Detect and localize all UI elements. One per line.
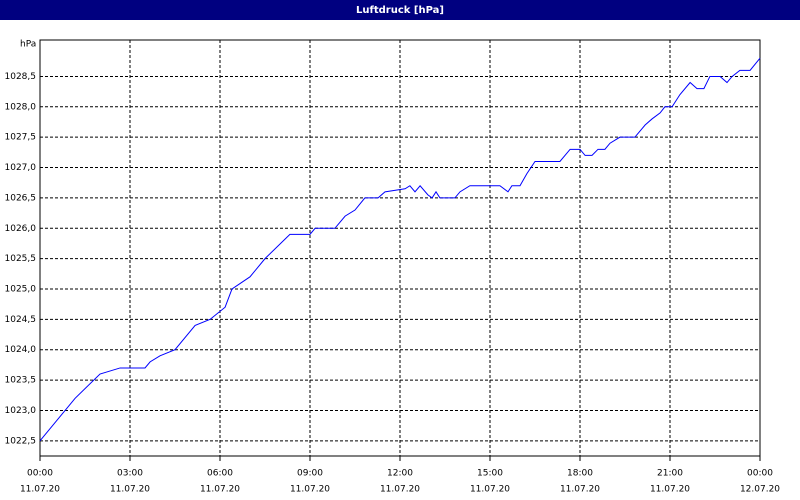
x-tick-date: 11.07.20	[110, 485, 150, 495]
x-tick-label: 03:00	[117, 469, 143, 479]
x-tick-label: 09:00	[297, 469, 323, 479]
x-tick-label: 12:00	[387, 469, 413, 479]
y-tick-label: 1024,5	[5, 315, 37, 325]
y-tick-label: 1028,5	[5, 72, 37, 82]
chart-title: Luftdruck [hPa]	[356, 5, 444, 16]
x-tick-date: 11.07.20	[560, 485, 600, 495]
x-tick-date: 12.07.20	[740, 485, 780, 495]
x-tick-date: 11.07.20	[380, 485, 420, 495]
y-tick-label: 1023,5	[5, 376, 37, 386]
x-tick-date: 11.07.20	[470, 485, 510, 495]
y-tick-label: 1028,0	[5, 102, 37, 112]
y-unit: hPa	[20, 40, 36, 50]
x-tick-label: 00:00	[747, 469, 773, 479]
y-tick-label: 1026,5	[5, 193, 37, 203]
y-tick-label: 1024,0	[5, 345, 37, 355]
y-tick-label: 1026,0	[5, 224, 37, 234]
data-line	[39, 57, 761, 442]
y-tick-label: 1027,0	[5, 163, 37, 173]
title-bar	[0, 0, 800, 20]
x-tick-date: 11.07.20	[200, 485, 240, 495]
x-tick-label: 00:00	[27, 469, 53, 479]
x-tick-date: 11.07.20	[650, 485, 690, 495]
x-tick-date: 11.07.20	[290, 485, 330, 495]
y-tick-label: 1025,5	[5, 254, 37, 264]
y-tick-label: 1022,5	[5, 436, 37, 446]
y-tick-label: 1023,0	[5, 406, 37, 416]
x-tick-label: 18:00	[567, 469, 593, 479]
y-tick-label: 1027,5	[5, 133, 37, 143]
x-tick-label: 06:00	[207, 469, 233, 479]
x-tick-label: 15:00	[477, 469, 503, 479]
x-tick-label: 21:00	[657, 469, 683, 479]
plot-frame	[39, 39, 761, 457]
y-tick-label: 1025,0	[5, 284, 37, 294]
x-tick-date: 11.07.20	[20, 485, 60, 495]
